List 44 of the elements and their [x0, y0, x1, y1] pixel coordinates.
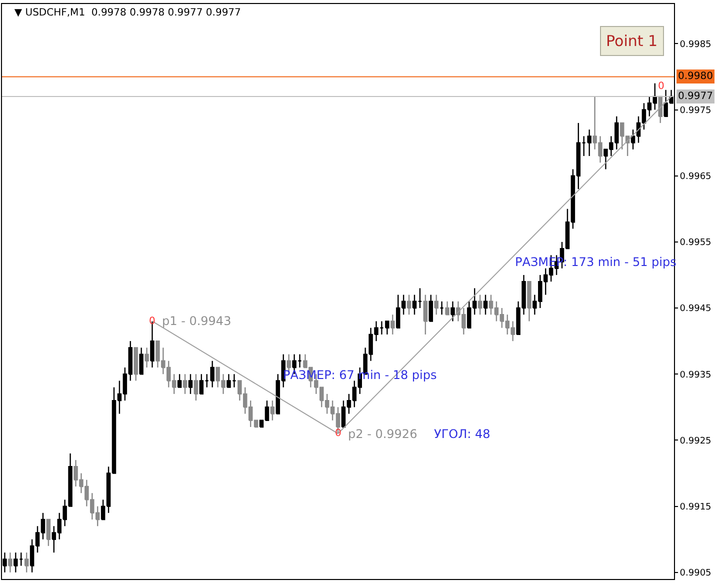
candlestick: [434, 294, 438, 316]
candlestick: [199, 374, 204, 395]
annotation: 0: [658, 81, 664, 92]
candlestick: [406, 294, 412, 316]
candlestick: [270, 400, 275, 421]
y-tick-label: 0.9945: [680, 304, 712, 314]
candlestick: [423, 294, 428, 336]
annotation: УГОЛ: 48: [434, 427, 490, 441]
candlestick: [144, 347, 149, 368]
candlestick: [445, 300, 450, 316]
candlestick: [390, 314, 395, 336]
annotation: p2 - 0.9926: [348, 427, 418, 441]
y-tick-label: 0.9965: [680, 172, 712, 182]
candlestick: [428, 294, 434, 322]
ref-line-label: 0.9980: [678, 71, 713, 82]
y-tick-label: 0.9915: [680, 502, 712, 512]
candlestick: [412, 294, 417, 316]
y-tick-label: 0.9935: [680, 370, 712, 380]
candlestick: [182, 374, 188, 395]
y-tick-label: 0.9925: [680, 436, 712, 446]
annotation: p1 - 0.9943: [162, 314, 232, 328]
candlestick: [139, 347, 144, 375]
y-tick-label: 0.9905: [680, 568, 712, 579]
annotation: 0: [149, 316, 156, 327]
annotation: Point 1: [606, 32, 658, 50]
candlestick: [177, 374, 182, 388]
candlestick: [194, 374, 198, 402]
candlestick: [188, 374, 193, 395]
candlestick: [24, 552, 29, 573]
chart-title: ▼ USDCHF,M1 0.9978 0.9978 0.9977 0.9977: [14, 8, 241, 19]
y-tick-label: 0.9985: [680, 40, 712, 50]
candlestick: [450, 300, 455, 322]
candlestick: [8, 552, 12, 573]
y-tick-label: 0.9955: [680, 238, 712, 248]
candlestick: [478, 294, 482, 316]
y-tick-label: 0.9975: [680, 106, 712, 116]
candlestick: [385, 320, 390, 336]
annotation: 0: [335, 428, 342, 439]
candlestick: [527, 280, 532, 322]
candlestick: [658, 96, 662, 124]
candlestick: [46, 518, 51, 547]
ref-line-label: 0.9977: [678, 91, 713, 102]
candlestick: [483, 294, 488, 316]
candlestick: [134, 347, 138, 382]
